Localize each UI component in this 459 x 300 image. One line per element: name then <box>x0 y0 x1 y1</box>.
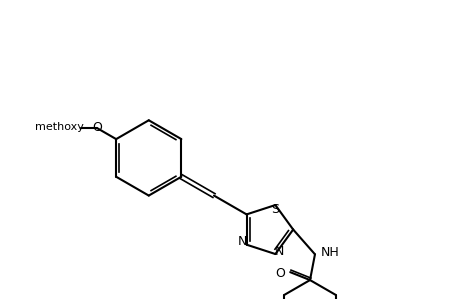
Text: S: S <box>271 202 279 215</box>
Text: O: O <box>92 121 102 134</box>
Text: O: O <box>275 267 285 280</box>
Text: methoxy: methoxy <box>34 122 83 132</box>
Text: N: N <box>237 235 247 248</box>
Text: NH: NH <box>320 246 339 259</box>
Text: N: N <box>274 244 283 258</box>
